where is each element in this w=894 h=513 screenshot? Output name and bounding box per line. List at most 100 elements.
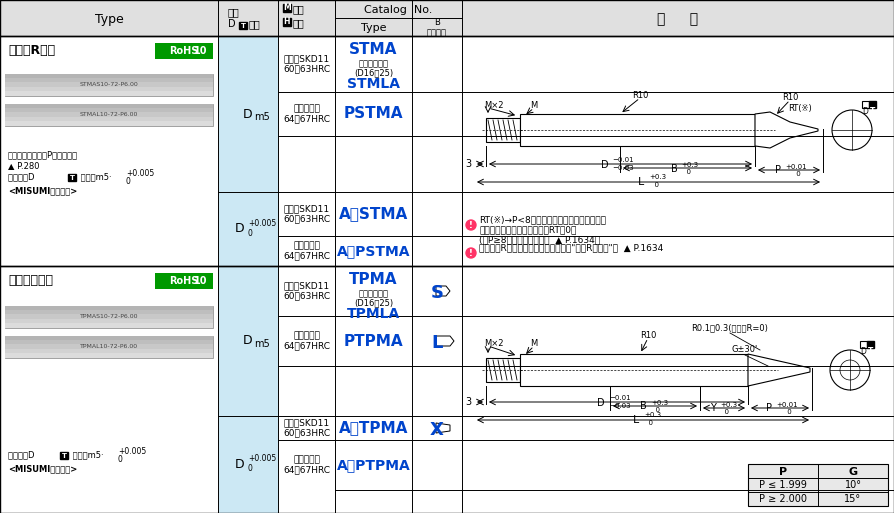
Bar <box>5 78 213 82</box>
Text: PSTMA: PSTMA <box>344 107 403 122</box>
Text: STMLA: STMLA <box>347 77 400 91</box>
Bar <box>5 104 213 126</box>
Text: T: T <box>240 23 246 29</box>
Bar <box>5 74 213 78</box>
Text: !: ! <box>469 248 473 258</box>
Bar <box>5 112 213 117</box>
Text: 粉末高速钢
64～67HRC: 粉末高速钢 64～67HRC <box>283 456 330 475</box>
Bar <box>5 319 213 323</box>
Bar <box>5 87 213 91</box>
Text: 0: 0 <box>651 407 660 413</box>
Text: R10: R10 <box>782 92 798 102</box>
Text: −0.03: −0.03 <box>609 403 630 409</box>
Text: (D16～25): (D16～25) <box>354 299 393 307</box>
Bar <box>283 18 291 26</box>
Text: L: L <box>431 334 443 352</box>
Text: +0.3: +0.3 <box>651 400 668 406</box>
Text: T: T <box>70 174 74 181</box>
Text: R10: R10 <box>632 90 648 100</box>
Text: 3: 3 <box>465 159 471 169</box>
Circle shape <box>466 248 476 258</box>
Text: 如果要求前端为锐角，请指定RT＝0。: 如果要求前端为锐角，请指定RT＝0。 <box>479 226 577 234</box>
Text: RoHS: RoHS <box>169 46 198 56</box>
Text: Type: Type <box>361 23 386 33</box>
Text: 相当于SKD11
60～63HRC: 相当于SKD11 60～63HRC <box>283 418 330 438</box>
Text: −0.03: −0.03 <box>612 165 634 171</box>
Text: 可选择m5·: 可选择m5· <box>70 450 104 460</box>
Text: +0.01: +0.01 <box>776 402 797 408</box>
Bar <box>5 306 213 310</box>
Bar <box>520 114 755 146</box>
Circle shape <box>830 350 870 390</box>
Text: TPMAL10-72-P6.00: TPMAL10-72-P6.00 <box>80 345 138 349</box>
Text: STMAS10-72-P6.00: STMAS10-72-P6.00 <box>80 83 139 88</box>
Polygon shape <box>748 354 810 386</box>
Text: <MISUMI独创规格>: <MISUMI独创规格> <box>8 187 77 195</box>
Bar <box>520 354 748 386</box>
Text: M: M <box>530 340 537 348</box>
Text: 硬度: 硬度 <box>293 18 305 28</box>
Bar <box>5 104 213 108</box>
Circle shape <box>832 110 872 150</box>
Text: Y: Y <box>710 403 716 413</box>
Bar <box>0 0 894 36</box>
Text: STMAL10-72-P6.00: STMAL10-72-P6.00 <box>80 112 139 117</box>
Text: misumi: misumi <box>614 105 706 155</box>
Text: 0: 0 <box>126 176 131 186</box>
Text: 0: 0 <box>118 455 122 464</box>
Text: 10: 10 <box>194 276 207 286</box>
Bar <box>486 358 520 382</box>
Text: +0.3: +0.3 <box>681 162 698 168</box>
Text: +0.3: +0.3 <box>650 174 667 180</box>
Text: 0: 0 <box>785 171 801 177</box>
Bar <box>5 349 213 353</box>
Text: misumi: misumi <box>34 375 126 425</box>
Text: R10: R10 <box>640 330 656 340</box>
Text: 粉末高速钢
64～67HRC: 粉末高速钢 64～67HRC <box>283 241 330 261</box>
Text: P: P <box>779 467 787 477</box>
Text: A－PTPMA: A－PTPMA <box>337 458 410 472</box>
Text: B
前端长度: B 前端长度 <box>427 18 447 37</box>
Bar <box>5 353 213 358</box>
Text: 前端形状的外观因P尺寸而异。: 前端形状的外观因P尺寸而异。 <box>8 150 78 160</box>
Bar <box>239 22 247 29</box>
Text: 0: 0 <box>720 409 729 415</box>
Bar <box>5 82 213 87</box>
Text: (D16～25): (D16～25) <box>354 69 393 77</box>
Text: +0.3: +0.3 <box>720 402 738 408</box>
Text: M: M <box>530 102 537 110</box>
Text: T: T <box>62 452 66 459</box>
Text: D: D <box>597 398 605 408</box>
Text: D: D <box>243 334 253 347</box>
Text: T: T <box>868 347 873 357</box>
Text: 相当于SKD11
60～63HRC: 相当于SKD11 60～63HRC <box>283 54 330 74</box>
Text: P: P <box>775 165 781 175</box>
Text: 0: 0 <box>650 182 659 188</box>
Bar <box>5 314 213 319</box>
Text: 0: 0 <box>681 169 690 175</box>
Bar <box>218 36 278 266</box>
Text: R0.1～0.3(可指定R=0): R0.1～0.3(可指定R=0) <box>692 324 769 332</box>
Text: m5: m5 <box>254 112 270 122</box>
Text: A－PSTMA: A－PSTMA <box>337 244 410 258</box>
Text: +0.005: +0.005 <box>126 168 155 177</box>
Text: 10: 10 <box>194 46 207 56</box>
Text: PTPMA: PTPMA <box>343 333 403 348</box>
Bar <box>68 174 76 181</box>
Text: !: ! <box>469 221 473 229</box>
Text: 粉末高速钢
64～67HRC: 粉末高速钢 64～67HRC <box>283 104 330 124</box>
Bar <box>462 0 894 36</box>
Text: (但P≥8时，前端为平面。  ▲ P.1634）: (但P≥8时，前端为平面。 ▲ P.1634） <box>479 235 600 245</box>
Text: +0.005: +0.005 <box>248 219 276 227</box>
Text: 大直径螺纹型: 大直径螺纹型 <box>358 289 389 299</box>
Text: H: H <box>283 17 291 27</box>
Bar <box>5 310 213 314</box>
Text: RT(※): RT(※) <box>789 104 812 112</box>
Text: ▲ P.280: ▲ P.280 <box>8 162 39 170</box>
Text: 0: 0 <box>248 464 253 473</box>
Bar <box>860 341 867 348</box>
Text: D: D <box>863 108 868 116</box>
Text: TPMA: TPMA <box>350 272 398 287</box>
Text: P ≤ 1.999: P ≤ 1.999 <box>759 480 807 490</box>
Text: 10°: 10° <box>845 480 862 490</box>
